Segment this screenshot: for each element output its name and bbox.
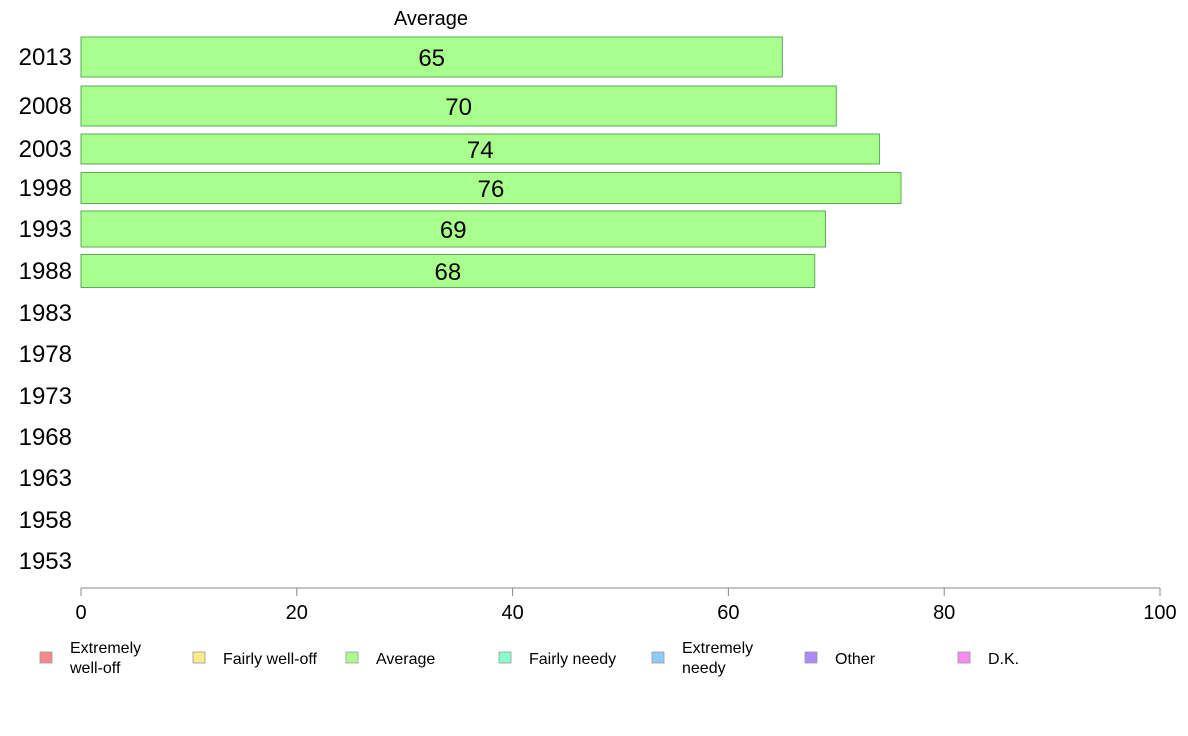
category-label: 1983: [19, 300, 72, 327]
bar: [80, 172, 902, 204]
category-axis: 2013 2008 2003 1998 1993 1988 1983 1978 1973 1968…: [19, 44, 72, 575]
legend-item: Fairly needy: [498, 651, 616, 668]
legend-item: Average: [345, 651, 435, 668]
x-tick-label: 100: [1143, 602, 1176, 624]
bar-value-label: 68: [435, 259, 462, 286]
x-tick-label: 80: [933, 602, 955, 624]
legend-swatch: [651, 651, 665, 664]
legend-label: Average: [376, 651, 435, 668]
legend-item: Other: [804, 651, 876, 668]
bar-value-label: 74: [467, 137, 494, 164]
x-tick-label: 40: [501, 602, 523, 624]
legend-label-line: D.K.: [988, 651, 1019, 668]
bar: [80, 254, 816, 288]
category-label: 2013: [19, 44, 72, 71]
category-label: 2008: [19, 93, 72, 120]
category-label: 1973: [19, 383, 72, 410]
x-tick-label: 60: [717, 602, 739, 624]
legend-label-line: Extremely: [682, 640, 753, 657]
bar-value-label: 76: [478, 176, 505, 203]
legend-label-line: Fairly well-off: [223, 651, 318, 668]
legend-label-line: Average: [376, 651, 435, 668]
bar: [80, 133, 880, 165]
bar: [80, 36, 783, 78]
legend-label: Extremely well-off: [69, 640, 141, 677]
legend-label-line: Extremely: [70, 640, 141, 657]
legend: Extremely well-off Fairly well-off Average F…: [39, 640, 1019, 677]
legend-swatch: [345, 651, 359, 664]
bar: [80, 210, 827, 248]
legend-label-line: needy: [682, 660, 726, 677]
x-axis: 0 20 40 60 80 100: [75, 587, 1177, 624]
legend-item: Extremely well-off: [39, 640, 141, 677]
legend-swatch: [39, 651, 53, 664]
legend-label: Fairly well-off: [223, 651, 318, 668]
legend-item: Fairly well-off: [192, 651, 318, 668]
category-label: 2003: [19, 136, 72, 163]
legend-label-line: well-off: [69, 660, 121, 677]
legend-item: D.K.: [957, 651, 1019, 668]
bar-value-label: 70: [445, 94, 472, 121]
legend-swatch: [957, 651, 971, 664]
category-label: 1963: [19, 465, 72, 492]
x-tick-label: 20: [286, 602, 308, 624]
x-tick-label: 0: [75, 602, 86, 624]
legend-label-line: Other: [835, 651, 876, 668]
legend-label: D.K.: [988, 651, 1019, 668]
bar-value-label: 65: [418, 45, 445, 72]
bars-group: [80, 36, 902, 288]
legend-swatch: [804, 651, 818, 664]
legend-label: Other: [835, 651, 876, 668]
legend-swatch: [498, 651, 512, 664]
bar-value-label: 69: [440, 217, 467, 244]
category-label: 1988: [19, 258, 72, 285]
category-label: 1993: [19, 216, 72, 243]
category-label: 1958: [19, 507, 72, 534]
bar: [80, 85, 837, 127]
category-label: 1998: [19, 175, 72, 202]
series-title: Average: [394, 8, 468, 30]
category-label: 1953: [19, 548, 72, 575]
legend-swatch: [192, 651, 206, 664]
category-label: 1978: [19, 341, 72, 368]
legend-label: Fairly needy: [529, 651, 616, 668]
legend-item: Extremely needy: [651, 640, 753, 677]
legend-label: Extremely needy: [682, 640, 753, 677]
legend-label-line: Fairly needy: [529, 651, 616, 668]
category-label: 1968: [19, 424, 72, 451]
